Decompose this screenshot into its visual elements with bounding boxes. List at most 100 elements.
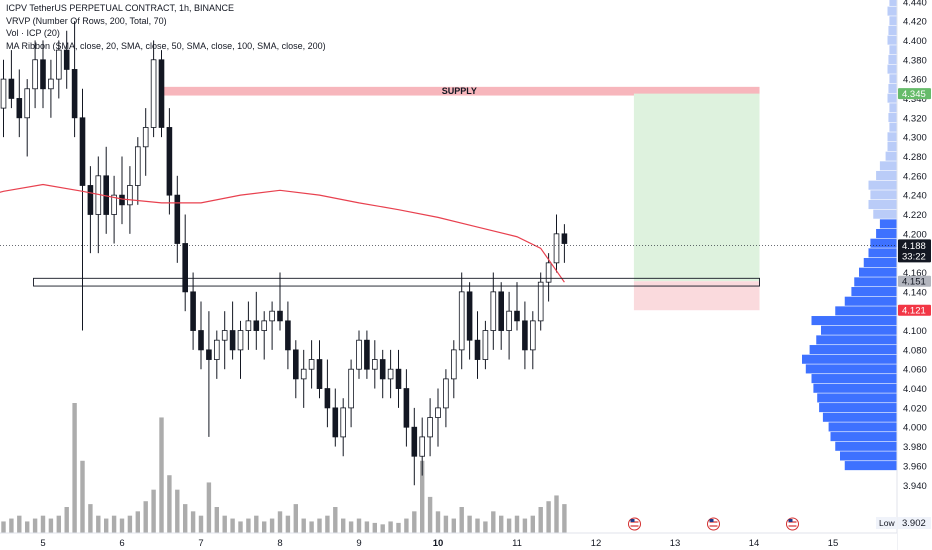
volume-profile-row [805,364,897,374]
legend-ma-ribbon[interactable]: MA Ribbon (SMA, close, 20, SMA, close, 5… [6,40,326,51]
price-tick-label: 4.300 [903,133,927,144]
volume-bar [341,518,346,533]
price-tick-label: 4.420 [903,17,927,28]
candle-body [71,69,78,119]
candle-body [379,359,386,380]
time-tick-label: 5 [40,538,45,549]
candle-body [245,320,252,331]
countdown-label: 33:22 [902,251,926,262]
candle-body [119,194,125,206]
volume-bar [214,507,219,533]
volume-bar [301,518,306,533]
price-tick-label: 4.020 [903,403,927,414]
volume-bar [475,518,480,533]
candle-body [8,78,15,99]
volume-bar [206,482,212,533]
volume-bar [483,521,488,533]
candle-body [403,388,410,428]
volume-profile-row [822,412,897,422]
low-label: Low [879,518,895,528]
volume-profile-row [873,209,897,219]
volume-profile-row [868,248,897,258]
volume-bar [380,524,385,533]
candle-body [134,146,141,186]
volume-bar [459,507,464,533]
price-tick-label: 4.260 [903,171,927,182]
volume-profile-layer [802,0,897,471]
legend-volume[interactable]: Vol · ICP (20) [6,28,60,38]
time-tick-label: 10 [433,538,444,549]
ma-layer [0,183,565,283]
candle-body [364,339,370,370]
volume-profile-row [868,199,897,210]
volume-bar [404,518,409,533]
candle-body [371,359,378,370]
volume-bar [190,511,196,533]
volume-bar [499,515,504,533]
candle-body [300,368,307,380]
volume-bar [198,515,204,533]
candle-body [324,388,331,409]
volume-bar [143,501,148,533]
legend-title[interactable]: ICPV TetherUS PERPETUAL CONTRACT, 1h, BI… [6,3,235,13]
volume-bar [427,496,433,533]
price-tick-label: 4.200 [903,229,927,240]
volume-bar [388,521,393,533]
candle-body [537,281,544,322]
candle-body [340,407,346,438]
volume-profile-row [888,112,897,123]
legend-vrvp[interactable]: VRVP (Number Of Rows, 200, Total, 70) [6,15,167,26]
volume-bar [522,518,528,533]
price-tick-label: 4.220 [903,210,927,221]
time-tick-label: 14 [749,538,760,549]
candle-body [450,349,457,380]
volume-bar [317,518,322,533]
price-tick-label: 4.280 [903,152,927,163]
candle-body [166,127,173,196]
candle-body [229,330,236,351]
candle-body [198,330,204,351]
price-badge-4-121-bg [898,304,931,316]
price-tick-label: 4.380 [903,55,927,66]
volume-profile-row [879,219,897,229]
candle-body [506,310,512,331]
candle-body [490,291,497,331]
low-value-bg [898,517,931,529]
candle-body [32,59,38,90]
time-tick-label: 8 [277,538,282,549]
candle-body [206,349,212,360]
volume-profile-row [887,141,897,152]
volume-bar [17,515,22,533]
volume-layer [1,403,567,533]
volume-profile-row [889,74,897,84]
price-tick-label: 4.060 [903,365,927,376]
candle-body [292,349,299,380]
candle-body [522,320,528,351]
volume-bar [269,518,275,533]
support-box [33,277,760,287]
candle-body [435,407,441,418]
candle-body [213,339,220,360]
volume-profile-row [876,170,897,181]
candle-body [127,185,133,206]
time-tick-label: 15 [828,538,839,549]
target-zone [633,93,760,282]
candle-body [40,59,46,90]
candle-body [24,88,30,119]
volume-bar [183,504,188,533]
volume-bar [64,507,69,533]
volume-profile-row [889,122,897,132]
volume-profile-row [888,25,897,35]
volume-bar [443,515,449,533]
volume-bar [554,495,559,533]
candle-body [395,368,402,389]
candle-body [111,194,117,215]
volume-bar [32,518,38,533]
volume-bar [356,518,362,533]
volume-bar [451,518,456,533]
candle-body [316,359,323,389]
candle-body [356,339,362,370]
candle-body [48,78,54,90]
volume-bar [1,521,6,533]
